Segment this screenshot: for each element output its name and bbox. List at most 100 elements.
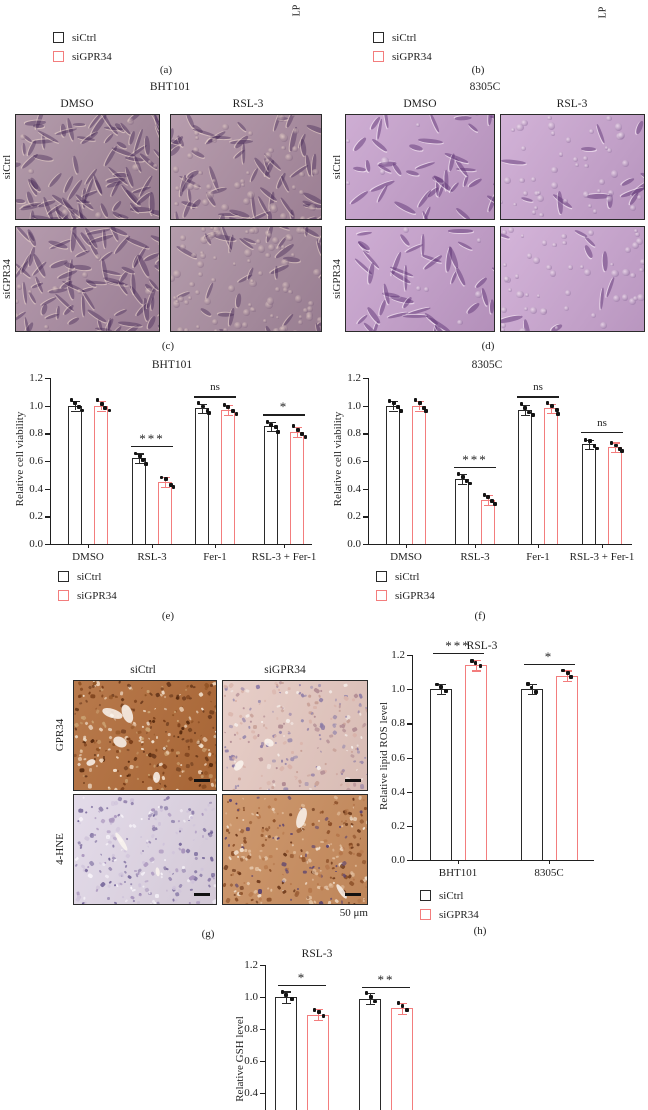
stain-speckle bbox=[171, 748, 175, 752]
stain-speckle bbox=[244, 857, 248, 861]
cell bbox=[503, 177, 511, 184]
stain-speckle bbox=[280, 709, 285, 713]
cell bbox=[303, 308, 308, 314]
stain-speckle bbox=[324, 864, 330, 870]
y-tick bbox=[45, 544, 50, 546]
error-cap bbox=[398, 1002, 407, 1004]
cell bbox=[568, 265, 573, 270]
stain-speckle bbox=[241, 819, 245, 822]
cell bbox=[382, 115, 390, 130]
stain-speckle bbox=[281, 862, 288, 868]
cell bbox=[200, 252, 207, 259]
cell bbox=[620, 176, 635, 187]
stain-speckle bbox=[139, 699, 144, 704]
stain-speckle bbox=[215, 708, 216, 712]
cell bbox=[28, 290, 33, 295]
cell bbox=[131, 329, 156, 331]
cell bbox=[270, 204, 279, 213]
cell bbox=[16, 161, 22, 169]
bar-siCtrl-DMSO bbox=[386, 405, 400, 544]
cell bbox=[552, 243, 557, 248]
stain-speckle bbox=[90, 805, 93, 808]
scale-bar bbox=[194, 893, 210, 896]
y-tick bbox=[363, 378, 368, 380]
stain-speckle bbox=[197, 691, 204, 697]
stain-speckle bbox=[88, 860, 95, 867]
cell bbox=[153, 115, 159, 131]
y-tick-label: 0.6 bbox=[347, 455, 361, 467]
stain-speckle bbox=[252, 724, 258, 730]
stain-speckle bbox=[145, 693, 148, 697]
cell bbox=[536, 194, 545, 203]
stain-speckle bbox=[90, 693, 96, 699]
cell bbox=[581, 146, 597, 152]
cell bbox=[587, 203, 593, 209]
y-tick-label: 1.0 bbox=[29, 399, 43, 412]
panel-label-a: (a) bbox=[159, 64, 173, 76]
stain-speckle bbox=[86, 865, 90, 869]
data-point bbox=[200, 404, 205, 409]
cell bbox=[101, 331, 120, 332]
error-bar bbox=[551, 403, 553, 414]
stain-speckle bbox=[93, 833, 97, 837]
cell bbox=[305, 313, 314, 321]
data-point bbox=[620, 449, 625, 454]
stain-speckle bbox=[99, 881, 106, 888]
cell bbox=[205, 183, 212, 190]
stain-speckle bbox=[108, 880, 113, 884]
stain-speckle bbox=[142, 750, 146, 754]
cell bbox=[281, 145, 286, 151]
cell bbox=[200, 306, 213, 317]
stain-speckle bbox=[178, 830, 182, 834]
cell bbox=[249, 280, 257, 288]
x-tick bbox=[88, 544, 90, 548]
legend-item: siGPR34 bbox=[58, 586, 117, 605]
error-bar bbox=[566, 670, 568, 681]
cell bbox=[72, 123, 86, 126]
data-point bbox=[529, 685, 534, 690]
ihc-gpr34-sigpr34 bbox=[222, 680, 368, 791]
cell bbox=[447, 228, 473, 233]
cell bbox=[195, 289, 201, 295]
data-point bbox=[396, 1000, 401, 1005]
stain-speckle bbox=[313, 789, 318, 790]
stain-speckle bbox=[211, 806, 216, 812]
stain-speckle bbox=[303, 694, 307, 698]
error-cap bbox=[471, 670, 481, 672]
stain-speckle bbox=[365, 774, 367, 777]
bar-siGPR34-DMSO bbox=[94, 405, 108, 544]
error-bar bbox=[228, 404, 230, 415]
cell bbox=[504, 276, 510, 282]
cell bbox=[52, 285, 59, 293]
error-bar bbox=[419, 400, 421, 411]
stain-speckle bbox=[81, 714, 87, 721]
data-point bbox=[490, 499, 495, 503]
stain-speckle bbox=[312, 705, 317, 709]
stain-speckle bbox=[165, 731, 168, 733]
stain-speckle bbox=[335, 772, 338, 775]
error-bar bbox=[75, 400, 77, 411]
stain-speckle bbox=[106, 835, 111, 840]
stain-speckle bbox=[101, 694, 104, 698]
y-tick bbox=[45, 488, 50, 490]
error-cap bbox=[135, 453, 144, 455]
stain-speckle bbox=[79, 702, 83, 705]
stain-speckle bbox=[93, 816, 98, 821]
cell bbox=[370, 137, 388, 153]
stain-speckle bbox=[223, 731, 227, 734]
significance-line bbox=[454, 466, 496, 469]
stain-speckle bbox=[103, 755, 106, 758]
stain-speckle bbox=[276, 812, 279, 815]
stain-speckle bbox=[121, 874, 125, 878]
cell bbox=[493, 182, 494, 188]
cell bbox=[274, 286, 280, 292]
cell bbox=[280, 244, 285, 249]
error-cap bbox=[458, 483, 467, 485]
data-point bbox=[519, 402, 524, 406]
legend-item: siGPR34 bbox=[373, 47, 432, 66]
stain-speckle bbox=[223, 746, 227, 749]
cell bbox=[415, 122, 421, 128]
stain-speckle bbox=[141, 725, 145, 729]
x-axis bbox=[50, 544, 312, 546]
stain-speckle bbox=[357, 898, 363, 904]
